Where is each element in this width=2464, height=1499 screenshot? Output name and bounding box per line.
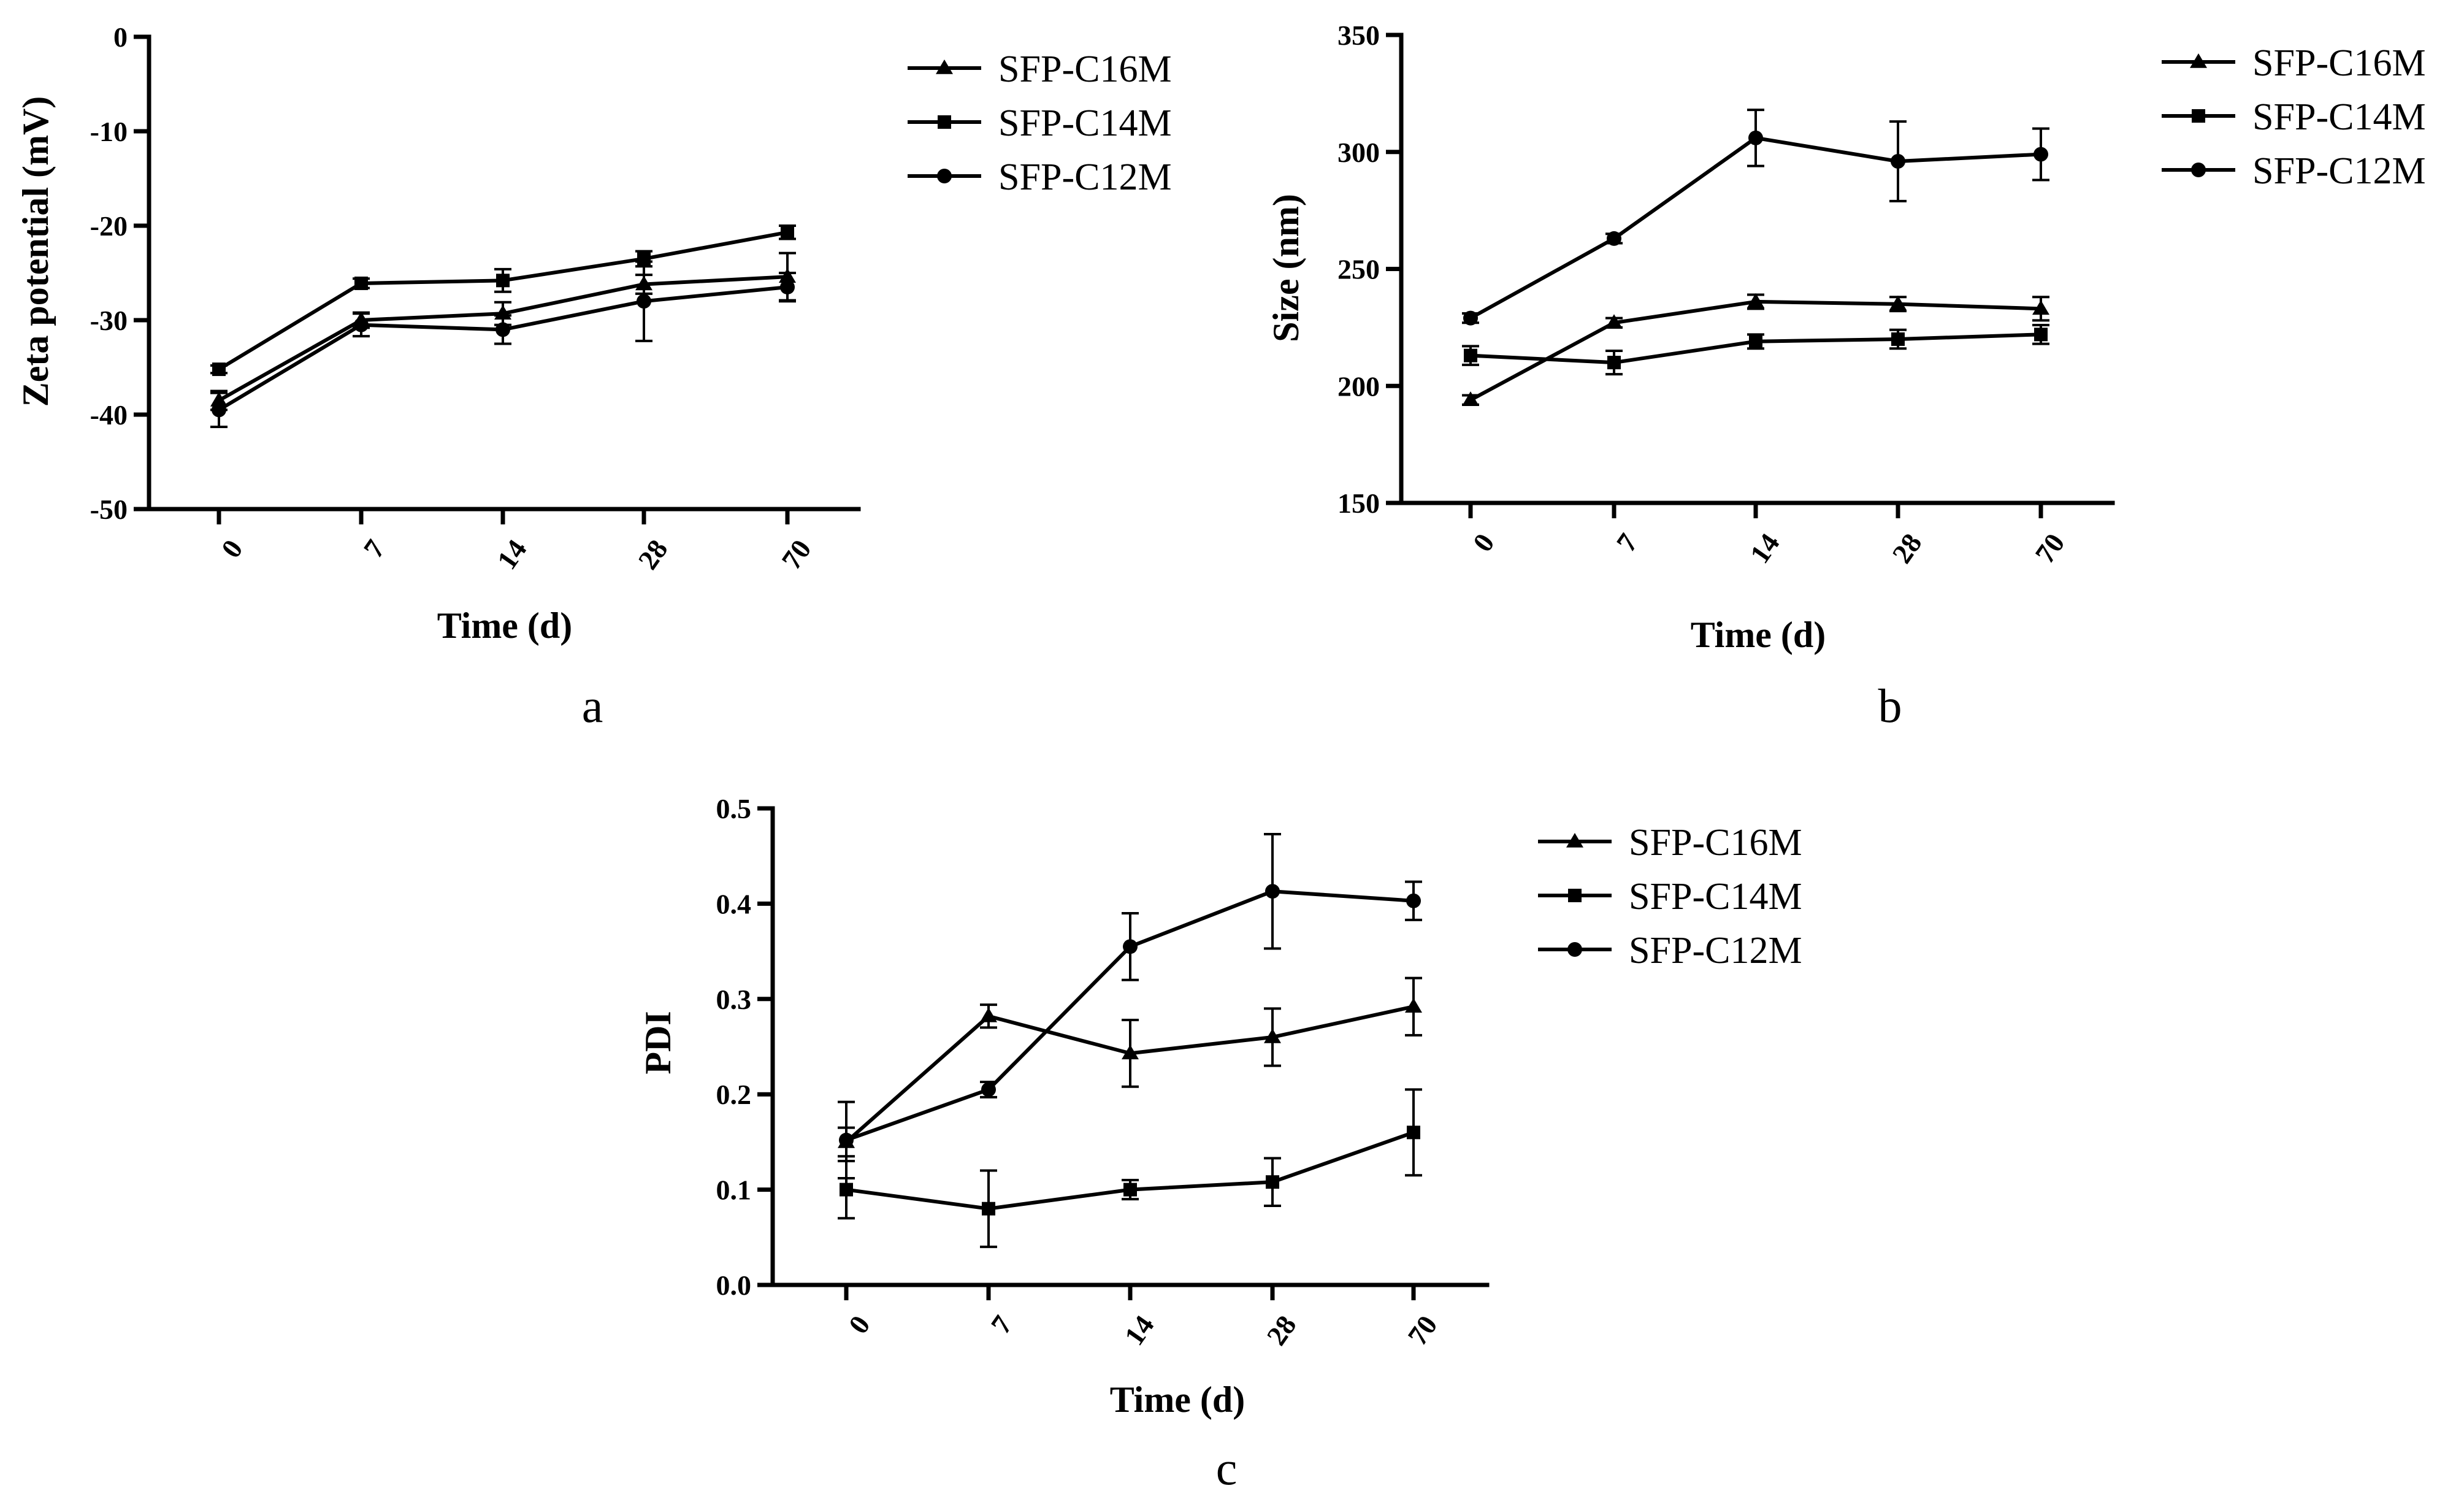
panel-b-legend-sfp-c16m-marker [2190,53,2207,68]
panel-c-y-tick-label: 0.0 [716,1270,752,1301]
panel-c-series-sfp-c14m-point [1407,1125,1420,1140]
panel-a-legend-sfp-c16m-label: SFP-C16M [998,48,1172,90]
panel-b-y-tick-label: 250 [1337,254,1380,285]
panel-b-series-sfp-c12m-point [1891,154,1905,169]
panel-a-y-tick-label: 0 [113,21,128,53]
panel-c-legend-sfp-c14m-label: SFP-C14M [1629,876,1802,918]
panel-b-series-sfp-c16m-point [1605,314,1623,329]
panel-b-legend-sfp-c14m-marker [2192,109,2205,123]
panel-c: 0.00.10.20.30.40.50 7 14 28 70 Time (d) PDI … [638,793,1802,1495]
panel-c-legend-sfp-c14m-marker [1568,889,1582,902]
panel-b-series-sfp-c14m-point [1749,334,1762,348]
panel-c-series-sfp-c14m-point [1266,1175,1279,1189]
panel-c-series-sfp-c12m-point [1265,884,1280,899]
panel-b-series-sfp-c14m-point [1607,356,1621,370]
panel-c-legend-sfp-c16m-label: SFP-C16M [1629,822,1802,864]
panel-a-series-sfp-c14m-point [496,274,510,288]
panel-a-legend-sfp-c14m-marker [938,115,951,129]
panel-c-y-tick-label: 0.1 [716,1175,752,1206]
panel-b-series-sfp-c12m-point [1607,231,1621,246]
panel-a-legend-sfp-c12m-label: SFP-C12M [998,156,1172,198]
panel-c-legend-sfp-c16m-marker [1566,833,1583,848]
panel-b-label: b [1878,679,1902,732]
panel-c-series-sfp-c16m-point [980,1007,997,1022]
panel-b-legend-sfp-c12m-marker [2191,163,2206,177]
panel-c-series-sfp-c12m-point [839,1132,854,1148]
panel-a-legend-sfp-c12m-marker [937,169,952,183]
panel-a-y-tick-label: -40 [90,399,128,431]
panel-c-y-tick-label: 0.3 [716,984,752,1015]
panel-c-series-sfp-c16m-point [1264,1028,1281,1043]
panel-c-label: c [1216,1441,1238,1495]
panel-a-series-sfp-c14m-point [354,276,368,290]
panel-b-series-sfp-c16m-point [2032,300,2049,315]
panel-b-series-sfp-c16m-point [1889,295,1907,310]
panel-c-series-sfp-c14m-point [982,1202,995,1216]
panel-b-y-tick-label: 200 [1337,370,1380,402]
panel-a-legend-sfp-c14m-label: SFP-C14M [998,102,1172,144]
panel-b-series-sfp-c14m-point [1464,348,1477,362]
panel-b-series-sfp-c16m-point [1747,293,1764,308]
panel-c-series-sfp-c14m-point [840,1183,853,1197]
panel-a-series-sfp-c12m-point [780,280,795,295]
panel-c-series-sfp-c16m-point [1405,998,1422,1013]
panel-a-xlabel: Time (d) [437,605,573,646]
panel-b-series-sfp-c12m-point [1748,130,1763,145]
panel-b-xlabel: Time (d) [1691,615,1826,655]
panel-c-series-sfp-c12m-point [981,1082,996,1097]
panel-b-y-tick-label: 150 [1337,488,1380,519]
panel-c-legend-sfp-c12m-marker [1567,942,1582,957]
panel-a: 0-10-20-30-40-500 7 14 28 70 Time (d) Zeta p… [15,21,1172,732]
panel-a-legend-sfp-c16m-marker [936,59,953,74]
panel-b-series-sfp-c12m-point [1463,310,1478,326]
panel-b-series-sfp-c14m-point [2034,328,2048,342]
panel-c-xlabel: Time (d) [1110,1379,1245,1420]
panel-a-y-tick-label: -50 [90,494,128,525]
panel-b-legend-sfp-c14m-label: SFP-C14M [2252,96,2426,138]
panel-b-legend-sfp-c12m-label: SFP-C12M [2252,150,2426,192]
panel-c-series-sfp-c16m-point [1122,1045,1139,1060]
panel-a-series-sfp-c12m-point [354,317,369,332]
panel-c-y-tick-label: 0.2 [716,1079,752,1110]
panel-b-series-sfp-c12m-point [2034,147,2048,162]
panel-b-series-sfp-c14m-point [1891,332,1905,346]
panel-b-legend-sfp-c16m-label: SFP-C16M [2252,42,2426,84]
panel-b-ylabel: Size (nm) [1266,194,1306,342]
panel-a-series-sfp-c12m-point [637,294,651,309]
panel-a-ylabel: Zeta potential (mV) [15,96,56,407]
panel-a-label: a [582,679,603,732]
panel-a-series-sfp-c14m-point [212,362,226,377]
panel-b-series-sfp-c16m-point [1462,391,1479,406]
panel-a-y-tick-label: -20 [90,210,128,242]
panel-a-series-sfp-c12m-point [212,402,226,418]
panel-b-y-tick-label: 300 [1337,137,1380,168]
panel-c-ylabel: PDI [638,1011,678,1074]
panel-c-series-sfp-c12m-point [1406,893,1421,908]
panel-c-series-sfp-c12m-point [1123,939,1138,954]
panel-a-series-sfp-c12m-point [495,322,510,337]
panel-c-series-sfp-c14m-point [1123,1183,1137,1197]
panel-c-y-tick-label: 0.4 [716,888,752,919]
panel-c-legend-sfp-c12m-label: SFP-C12M [1629,930,1802,972]
panel-a-y-tick-label: -30 [90,305,128,336]
panel-c-y-tick-label: 0.5 [716,793,752,824]
panel-b-y-tick-label: 350 [1337,20,1380,51]
panel-a-y-tick-label: -10 [90,116,128,147]
panel-a-series-sfp-c14m-point [781,225,794,239]
